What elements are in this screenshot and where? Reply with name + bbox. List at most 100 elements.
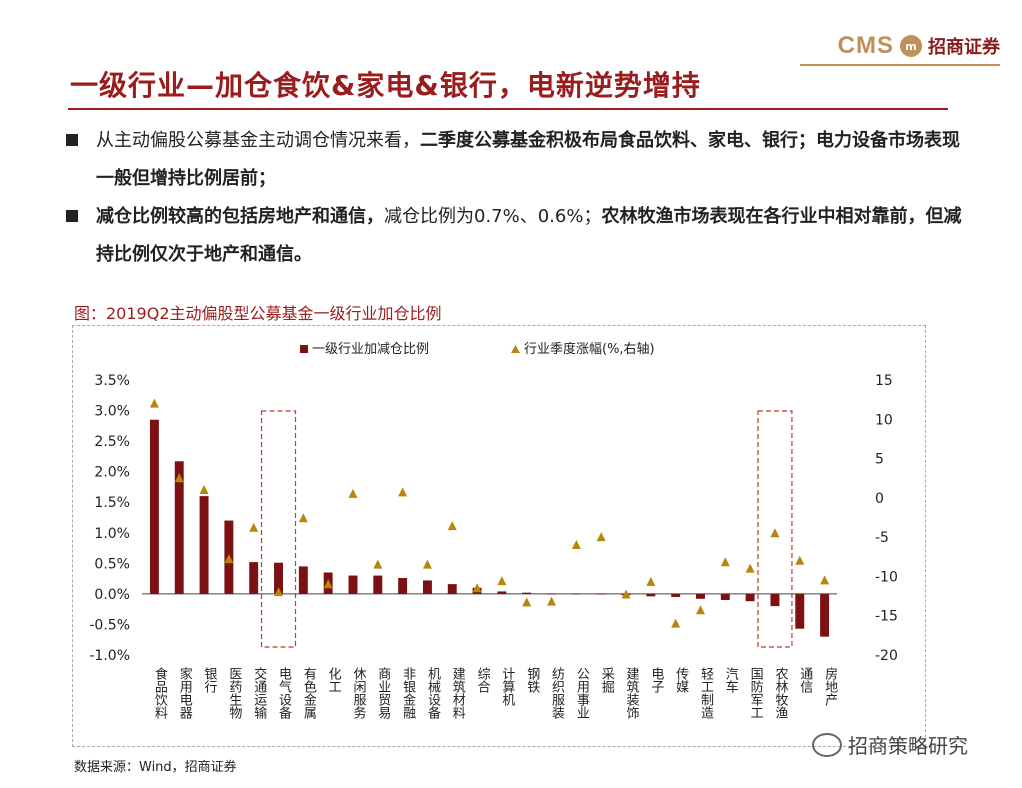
bar-银行 (199, 496, 209, 594)
bar-公用事业 (571, 593, 581, 595)
figure-title: 图：2019Q2主动偏股型公募基金一级行业加仓比例 (74, 304, 442, 323)
category-label-纺织服装: 纺织服装 (549, 667, 565, 719)
left-axis-tick-label: -0.5% (89, 617, 130, 633)
left-axis-tick-label: 0.5% (94, 556, 130, 572)
logo-mark-icon: m (900, 35, 922, 57)
watermark: 招商策略研究 (812, 730, 968, 759)
category-label-食品饮料: 食品饮料 (152, 666, 168, 719)
left-axis-tick-label: 3.5% (94, 373, 130, 389)
category-label-国防军工: 国防军工 (748, 667, 764, 719)
category-label-综合: 综合 (475, 667, 491, 693)
bar-国防军工 (745, 593, 755, 602)
right-axis-tick-label: 5 (875, 452, 884, 468)
category-label-银行: 银行 (202, 667, 218, 694)
bar-商业贸易 (373, 575, 383, 594)
logo-cms-text: CMS (837, 32, 894, 59)
marker-机械设备 (422, 559, 432, 569)
marker-电气设备 (274, 587, 284, 597)
chart-frame (72, 325, 926, 747)
bar-非银金融 (398, 578, 408, 594)
category-label-通信: 通信 (797, 667, 813, 693)
marker-交通运输 (249, 522, 259, 532)
category-label-家用电器: 家用电器 (177, 666, 193, 720)
marker-非银金融 (398, 487, 408, 497)
category-label-休闲服务: 休闲服务 (350, 667, 366, 719)
marker-化工 (323, 579, 333, 589)
marker-建筑装饰 (621, 589, 631, 599)
category-label-计算机: 计算机 (499, 667, 515, 707)
bar-农林牧渔 (770, 593, 780, 607)
bar-电子 (646, 593, 656, 597)
left-axis-tick-label: 0.0% (94, 587, 130, 603)
category-label-医药生物: 医药生物 (226, 667, 242, 720)
page-title: 一级行业—加仓食饮&家电&银行，电新逆势增持 (70, 69, 701, 102)
left-axis-tick-label: 1.0% (94, 526, 130, 542)
category-label-有色金属: 有色金属 (301, 667, 317, 720)
bar-食品饮料 (149, 419, 159, 594)
category-label-钢铁: 钢铁 (524, 667, 540, 693)
marker-纺织服装 (547, 596, 557, 606)
bullet-2-text-bold-b: 农林牧渔市场表现在各行业中相对靠前，但减持比例仅次于地产和通信。 (96, 206, 962, 265)
category-label-公用事业: 公用事业 (574, 667, 590, 719)
watermark-text: 招商策略研究 (848, 734, 968, 758)
category-label-非银金融: 非银金融 (400, 667, 416, 719)
highlight-box-农林牧渔 (757, 410, 793, 648)
bullet-item-2: 减仓比例较高的包括房地产和通信，减仓比例为0.7%、0.6%；农林牧渔市场表现在… (66, 198, 966, 274)
marker-银行 (199, 485, 209, 494)
marker-公用事业 (571, 540, 581, 549)
marker-农林牧渔 (770, 528, 780, 538)
bar-休闲服务 (348, 575, 358, 594)
bar-钢铁 (522, 592, 532, 594)
marker-电子 (646, 576, 656, 586)
bar-机械设备 (422, 580, 432, 594)
left-axis-tick-label: 2.5% (94, 434, 130, 450)
highlight-box-电气设备 (260, 410, 297, 648)
category-label-传媒: 传媒 (673, 667, 689, 693)
bar-纺织服装 (547, 593, 557, 595)
bullet-2-text-bold-a: 减仓比例较高的包括房地产和通信， (96, 206, 384, 227)
marker-食品饮料 (149, 398, 159, 408)
bar-交通运输 (249, 562, 259, 594)
bar-电气设备 (274, 562, 283, 594)
logo-cn-text: 招商证券 (928, 37, 1000, 58)
legend-bar-label: 一级行业加减仓比例 (312, 342, 429, 357)
marker-汽车 (720, 557, 730, 567)
right-axis-tick-label: -20 (875, 648, 898, 664)
category-label-电气设备: 电气设备 (276, 667, 292, 720)
marker-休闲服务 (348, 488, 358, 498)
wechat-icon (812, 732, 842, 757)
bar-建筑材料 (447, 584, 457, 594)
marker-建筑材料 (447, 521, 457, 531)
marker-传媒 (671, 618, 681, 628)
bar-家用电器 (174, 461, 184, 594)
left-axis-tick-label: 2.0% (94, 465, 130, 481)
bar-传媒 (671, 593, 681, 597)
marker-国防军工 (745, 563, 755, 573)
right-axis-tick-label: -10 (875, 569, 898, 585)
brand-logo: CMS m 招商证券 (838, 32, 1000, 60)
left-axis-tick-label: 3.0% (94, 404, 130, 420)
bullet-list: 从主动偏股公募基金主动调仓情况来看，二季度公募基金积极布局食品饮料、家电、银行；… (66, 122, 966, 274)
category-label-汽车: 汽车 (723, 667, 739, 693)
right-axis-tick-label: 0 (875, 491, 884, 507)
bullet-2-text-plain: 减仓比例为0.7%、0.6%； (384, 206, 602, 227)
bullet-1-text-bold: 二季度公募基金积极布局食品饮料、家电、银行；电力设备市场表现一般但增持比例居前； (96, 130, 960, 189)
category-label-电子: 电子 (648, 667, 664, 693)
bullet-square-icon (66, 210, 78, 222)
category-label-农林牧渔: 农林牧渔 (772, 667, 788, 719)
right-axis-tick-label: -15 (875, 609, 898, 625)
bar-采掘 (596, 593, 606, 595)
category-label-机械设备: 机械设备 (425, 667, 441, 720)
title-divider (68, 108, 948, 110)
category-label-化工: 化工 (326, 667, 342, 693)
bar-通信 (795, 593, 805, 629)
combo-chart: 一级行业加减仓比例 行业季度涨幅(%,右轴) -1.0% -0.5% 0.0% 0.5% 1… (89, 341, 898, 720)
right-axis-tick-label: -5 (875, 530, 889, 546)
marker-轻工制造 (695, 605, 705, 615)
marker-医药生物 (224, 554, 234, 564)
marker-通信 (795, 555, 805, 565)
left-axis-tick-label: 1.5% (94, 495, 130, 511)
data-source: 数据来源：Wind，招商证券 (74, 760, 237, 775)
marker-钢铁 (522, 597, 532, 607)
bullet-square-icon (66, 134, 78, 146)
